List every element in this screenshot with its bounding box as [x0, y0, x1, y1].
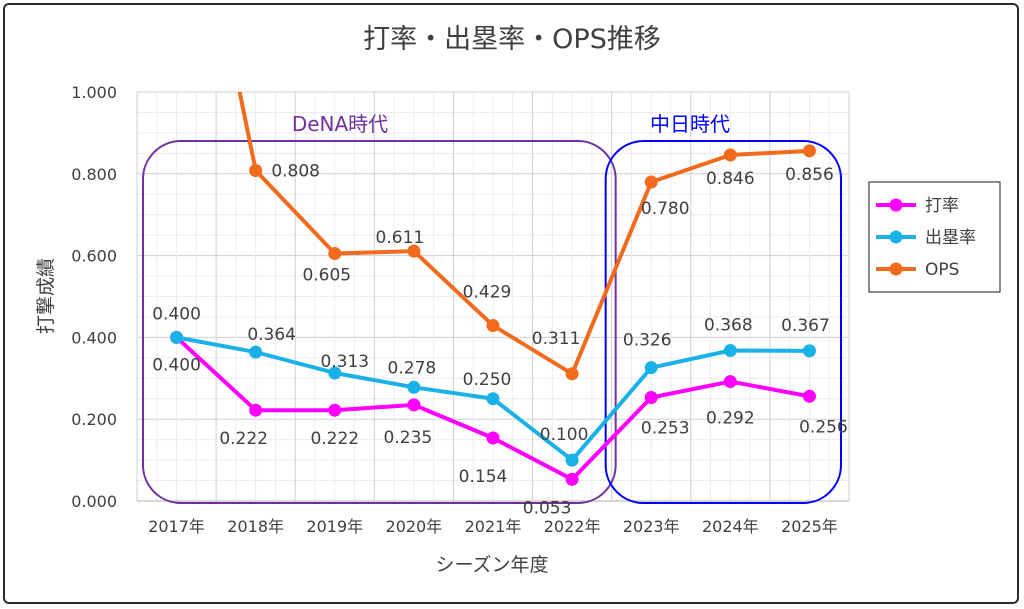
data-label: 0.313 — [320, 352, 369, 372]
data-label: 0.611 — [376, 228, 425, 248]
legend-label: 打率 — [925, 196, 959, 216]
data-point — [565, 367, 579, 381]
data-label: 0.278 — [388, 358, 437, 378]
y-tick-label: 0.400 — [71, 328, 117, 347]
legend-marker — [889, 198, 903, 212]
data-labels: 0.400 0.222 0.222 0.235 0.154 0.053 0.253 0.292… — [152, 162, 848, 519]
era-regions: DeNA時代 中日時代 — [142, 112, 843, 505]
data-point — [644, 391, 658, 405]
data-label: 0.053 — [523, 498, 572, 518]
data-point — [328, 366, 342, 380]
era-region — [604, 140, 843, 505]
data-point — [328, 247, 342, 261]
y-tick-label: 0.600 — [71, 247, 117, 266]
x-tick-label: 2024年 — [702, 517, 759, 536]
data-point — [486, 319, 500, 333]
x-tick-label: 2023年 — [623, 517, 680, 536]
data-point — [644, 361, 658, 375]
legend-marker — [889, 262, 903, 276]
series-lines — [170, 92, 816, 486]
data-point — [249, 403, 263, 417]
x-tick-label: 2022年 — [544, 517, 601, 536]
data-point — [170, 330, 184, 344]
data-point — [407, 398, 421, 412]
x-axis-ticks: 2017年 2018年 2019年 2020年 2021年 2022年 2023年 2024年… — [148, 517, 838, 536]
x-tick-label: 2017年 — [148, 517, 205, 536]
data-label: 0.368 — [704, 315, 753, 335]
data-label: 0.250 — [463, 370, 512, 390]
y-axis-ticks: 0.000 0.200 0.400 0.600 0.800 1.000 — [71, 83, 117, 511]
data-point — [565, 453, 579, 467]
era-label: DeNA時代 — [292, 112, 388, 136]
legend-label: 出塁率 — [925, 228, 976, 248]
y-tick-label: 0.000 — [71, 492, 117, 511]
data-point — [723, 375, 737, 389]
data-label: 0.808 — [271, 162, 320, 182]
chart-title: 打率・出塁率・OPS推移 — [363, 24, 661, 55]
data-label: 0.780 — [641, 199, 690, 219]
data-point — [565, 472, 579, 486]
y-tick-label: 1.000 — [71, 83, 117, 102]
data-label: 0.100 — [540, 425, 589, 445]
data-point — [802, 344, 816, 358]
data-label: 0.856 — [785, 165, 834, 185]
x-tick-label: 2021年 — [465, 517, 522, 536]
x-tick-label: 2018年 — [227, 517, 284, 536]
x-tick-label: 2020年 — [386, 517, 443, 536]
data-point — [644, 175, 658, 189]
x-tick-label: 2019年 — [306, 517, 363, 536]
data-point — [407, 380, 421, 394]
data-point — [723, 148, 737, 162]
data-label: 0.326 — [623, 331, 672, 351]
data-label: 0.605 — [302, 266, 351, 286]
data-point — [486, 392, 500, 406]
data-point — [802, 144, 816, 158]
data-label: 0.311 — [532, 329, 581, 349]
x-axis-title: シーズン年度 — [435, 554, 548, 576]
data-label: 0.292 — [706, 409, 755, 429]
era-label: 中日時代 — [650, 112, 730, 136]
y-axis-title: 打撃成績 — [35, 258, 57, 334]
y-tick-label: 0.200 — [71, 410, 117, 429]
data-label: 0.253 — [641, 419, 690, 439]
x-tick-label: 2025年 — [781, 517, 838, 536]
data-point — [407, 244, 421, 258]
data-point — [249, 164, 263, 178]
data-point — [328, 403, 342, 417]
data-point — [486, 431, 500, 445]
data-point — [249, 345, 263, 359]
data-label: 0.222 — [310, 429, 359, 449]
data-label: 0.256 — [799, 417, 848, 437]
era-region — [142, 140, 617, 505]
legend-marker — [889, 230, 903, 244]
data-label: 0.235 — [384, 428, 433, 448]
data-label: 0.154 — [459, 467, 508, 487]
y-tick-label: 0.800 — [71, 165, 117, 184]
data-label: 0.222 — [219, 429, 268, 449]
legend-label: OPS — [925, 260, 959, 280]
data-label: 0.400 — [152, 355, 201, 375]
data-label: 0.364 — [247, 325, 296, 345]
data-point — [723, 343, 737, 357]
data-point — [802, 389, 816, 403]
data-label: 0.400 — [152, 304, 201, 324]
data-label: 0.846 — [706, 169, 755, 189]
data-label: 0.367 — [781, 316, 830, 336]
data-label: 0.429 — [463, 283, 512, 303]
